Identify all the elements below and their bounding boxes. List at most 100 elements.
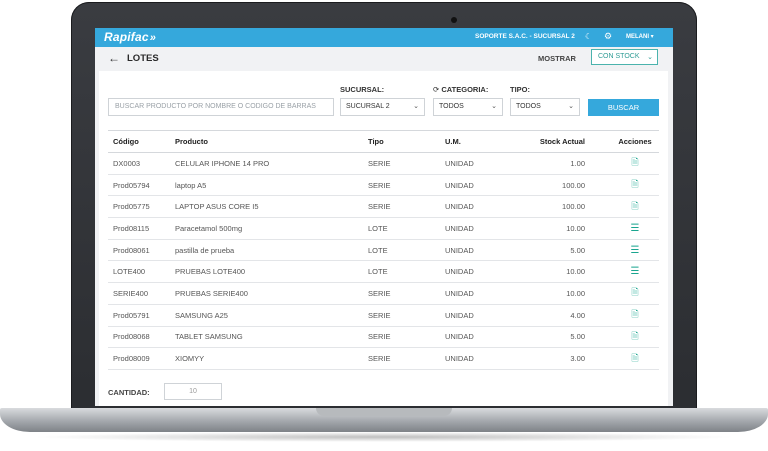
table-row: Prod05791 SAMSUNG A25 SERIE UNIDAD 4.00 🗎 [108, 304, 659, 327]
list-icon[interactable]: ☰ [630, 266, 640, 278]
cell-code: Prod05775 [108, 195, 170, 219]
cell-product: XIOMYY [170, 347, 363, 370]
cantidad-label: CANTIDAD: [108, 388, 150, 397]
document-search-icon[interactable]: 🗎 [631, 309, 639, 320]
cell-um: UNIDAD [440, 195, 517, 219]
cell-type: SERIE [363, 304, 440, 327]
main-card: BUSCAR PRODUCTO POR NOMBRE O CODIGO DE B… [99, 71, 668, 406]
sucursal-label: SUCURSAL: [340, 85, 385, 94]
sucursal-select[interactable]: SUCURSAL 2 ⌄ [340, 98, 425, 116]
cell-actions: 🗎 [611, 326, 659, 349]
table-row: Prod08115 Paracetamol 500mg LOTE UNIDAD 10.0… [108, 217, 659, 240]
cell-stock: 1.00 [517, 152, 611, 175]
page-title: LOTES [127, 53, 159, 64]
tipo-select[interactable]: TODOS ⌄ [510, 98, 580, 116]
cell-code: Prod08009 [108, 347, 170, 370]
cell-actions: 🗎 [611, 174, 659, 197]
table-row: DX0003 CELULAR IPHONE 14 PRO SERIE UNIDAD 1.… [108, 152, 659, 175]
cell-actions: ☰ [611, 217, 659, 240]
top-bar: Rapifac» SOPORTE S.A.C. - SUCURSAL 2 ☾ ⚙… [95, 28, 673, 47]
list-icon[interactable]: ☰ [630, 244, 640, 256]
cell-um: UNIDAD [440, 326, 517, 349]
table-row: Prod05794 laptop A5 SERIE UNIDAD 100.00 🗎 [108, 174, 659, 197]
list-icon[interactable]: ☰ [630, 222, 640, 234]
cell-type: LOTE [363, 217, 440, 240]
table-row: Prod08068 TABLET SAMSUNG SERIE UNIDAD 5.00 🗎 [108, 326, 659, 349]
table-row: Prod08009 XIOMYY SERIE UNIDAD 3.00 🗎 [108, 347, 659, 370]
app-logo[interactable]: Rapifac» [104, 30, 157, 44]
cell-code: Prod05791 [108, 304, 170, 327]
chevron-down-icon: ⌄ [413, 103, 419, 110]
table-row: Prod08061 pastilla de prueba LOTE UNIDAD 5.0… [108, 239, 659, 262]
chevron-down-icon: ⌄ [491, 103, 497, 110]
laptop-notch [316, 408, 452, 416]
cell-product: PRUEBAS LOTE400 [170, 260, 363, 284]
column-header-stock: Stock Actual [517, 130, 611, 153]
cell-code: SERIE400 [108, 282, 170, 305]
cell-type: SERIE [363, 152, 440, 175]
cell-code: Prod08061 [108, 239, 170, 262]
document-search-icon[interactable]: 🗎 [631, 179, 639, 190]
search-button[interactable]: BUSCAR [588, 99, 659, 116]
cell-um: UNIDAD [440, 260, 517, 284]
cell-product: CELULAR IPHONE 14 PRO [170, 152, 363, 175]
cell-stock: 3.00 [517, 347, 611, 370]
cell-product: SAMSUNG A25 [170, 304, 363, 327]
gear-icon[interactable]: ⚙ [604, 31, 613, 41]
cell-code: DX0003 [108, 152, 170, 175]
cell-code: Prod05794 [108, 174, 170, 197]
moon-icon[interactable]: ☾ [585, 32, 593, 41]
cell-actions: 🗎 [611, 347, 659, 370]
cell-code: Prod08115 [108, 217, 170, 240]
app-screen: Rapifac» SOPORTE S.A.C. - SUCURSAL 2 ☾ ⚙… [95, 28, 673, 406]
logo-chevron-icon: » [149, 32, 157, 44]
cell-stock: 5.00 [517, 239, 611, 262]
cell-product: Paracetamol 500mg [170, 217, 363, 240]
cell-um: UNIDAD [440, 304, 517, 327]
document-search-icon[interactable]: 🗎 [631, 287, 639, 298]
search-input[interactable]: BUSCAR PRODUCTO POR NOMBRE O CODIGO DE B… [108, 98, 334, 116]
document-search-icon[interactable]: 🗎 [631, 157, 639, 168]
cell-um: UNIDAD [440, 152, 517, 175]
mostrar-label: MOSTRAR [538, 54, 576, 63]
column-header-um: U.M. [440, 130, 517, 153]
categoria-select[interactable]: TODOS ⌄ [433, 98, 503, 116]
cell-stock: 10.00 [517, 260, 611, 284]
cell-stock: 100.00 [517, 174, 611, 197]
document-search-icon[interactable]: 🗎 [631, 200, 639, 211]
cantidad-input[interactable]: 10 [164, 383, 222, 400]
cell-product: pastilla de prueba [170, 239, 363, 262]
cell-actions: 🗎 [611, 282, 659, 305]
cell-code: LOTE400 [108, 260, 170, 284]
cell-um: UNIDAD [440, 239, 517, 262]
cell-code: Prod08068 [108, 326, 170, 349]
categoria-label: ⟳ CATEGORIA: [433, 85, 489, 94]
document-search-icon[interactable]: 🗎 [631, 330, 639, 341]
refresh-icon[interactable]: ⟳ [433, 85, 440, 94]
arrow-left-icon[interactable]: ← [108, 51, 120, 65]
cell-actions: ☰ [611, 239, 659, 262]
cell-actions: 🗎 [611, 304, 659, 327]
cell-actions: ☰ [611, 260, 659, 284]
cell-um: UNIDAD [440, 347, 517, 370]
column-header-product: Producto [170, 130, 363, 153]
cell-product: LAPTOP ASUS CORE I5 [170, 195, 363, 219]
camera-icon [451, 17, 457, 23]
cell-stock: 4.00 [517, 304, 611, 327]
cell-product: PRUEBAS SERIE400 [170, 282, 363, 305]
cell-um: UNIDAD [440, 217, 517, 240]
document-search-icon[interactable]: 🗎 [631, 352, 639, 363]
column-header-code: Código [108, 130, 170, 153]
cell-product: laptop A5 [170, 174, 363, 197]
user-menu[interactable]: MELANI ▾ [626, 34, 654, 40]
cell-type: LOTE [363, 239, 440, 262]
column-header-type: Tipo [363, 130, 440, 153]
lotes-table: Código Producto Tipo U.M. Stock Actual A… [108, 130, 659, 370]
stock-filter-select[interactable]: CON STOCK ⌄ [591, 49, 658, 65]
laptop-shadow [30, 432, 738, 442]
company-selector[interactable]: SOPORTE S.A.C. - SUCURSAL 2 [475, 33, 575, 40]
cell-um: UNIDAD [440, 174, 517, 197]
cell-stock: 10.00 [517, 282, 611, 305]
cell-product: TABLET SAMSUNG [170, 326, 363, 349]
cell-actions: 🗎 [611, 152, 659, 175]
